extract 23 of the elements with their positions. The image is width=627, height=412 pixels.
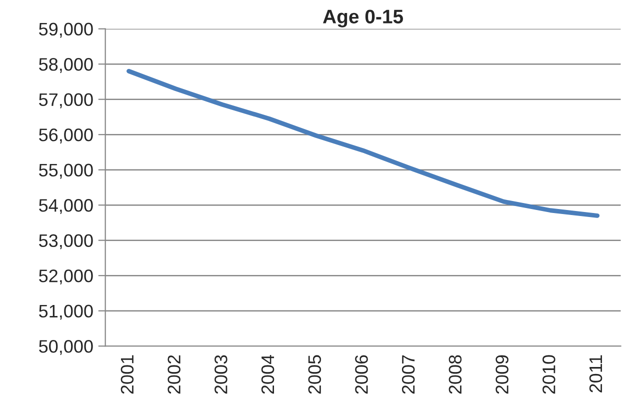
x-tick-label: 2003 [214,355,228,394]
y-tick-label: 59,000 [39,22,93,38]
y-tick-label: 51,000 [39,304,93,320]
y-tick-label: 56,000 [39,128,93,144]
y-tick-label: 53,000 [39,234,93,250]
y-tick-label: 52,000 [39,270,93,284]
line-series [126,68,600,218]
x-tick-label: 2005 [308,355,322,394]
x-tick-label: 2006 [355,355,368,394]
x-tick-label: 2009 [496,355,508,394]
x-tick-label: 2008 [448,355,462,394]
y-tick-label: 58,000 [39,58,93,73]
x-tick-label: 2002 [168,355,180,394]
y-tick-label: 57,000 [39,93,93,108]
y-tick-label: 54,000 [39,199,93,214]
x-tick-label: 2001 [120,355,134,394]
x-tick-label: 2004 [261,354,274,394]
y-tick-label: 50,000 [39,340,93,355]
chart-title: Age 0-15 [322,10,404,28]
x-tick-label: 2010 [542,355,556,394]
y-tick-label: 55,000 [39,164,93,179]
x-tick-label: 2007 [402,355,415,394]
x-tick-label: 2011 [589,355,602,392]
